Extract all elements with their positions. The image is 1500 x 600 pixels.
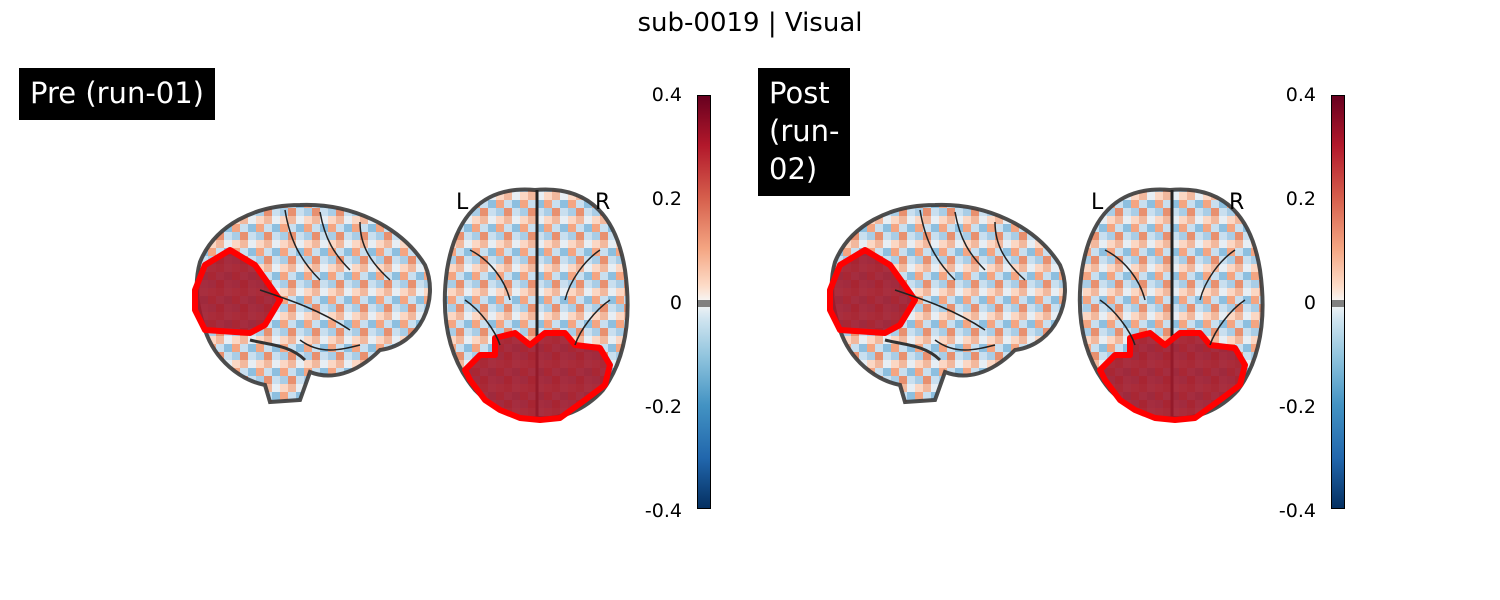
colorbar-pre-tick-neg0.2: -0.2	[644, 396, 682, 418]
panel-label-pre: Pre (run-01)	[19, 68, 215, 120]
panel-label-post: Post (run-02)	[758, 68, 851, 196]
colorbar-post-tick-neg0.4: -0.4	[1278, 500, 1316, 522]
colorbar-post-tick-0.2: 0.2	[1285, 188, 1316, 210]
orientation-left-pre: L	[456, 190, 469, 215]
orientation-right-post: R	[1229, 190, 1245, 215]
colorbar-pre-tick-neg0.4: -0.4	[644, 500, 682, 522]
colorbar-post-tick-0.4: 0.4	[1285, 84, 1316, 106]
panel-post: Post (run-02)	[0, 0, 851, 600]
panel-pre: Pre (run-01)	[0, 0, 735, 600]
colorbar-zero-band	[698, 300, 710, 307]
orientation-right-pre: R	[595, 190, 611, 215]
colorbar-pre-tick-0: 0	[669, 292, 682, 314]
colorbar-pre-tick-0.2: 0.2	[651, 188, 682, 210]
colorbar-post-tick-0: 0	[1303, 292, 1316, 314]
axial-view-pre	[445, 190, 628, 420]
colorbar-post	[1331, 95, 1345, 509]
sagittal-view-post	[830, 205, 1065, 402]
colorbar-pre	[697, 95, 711, 509]
colorbar-zero-band	[1332, 300, 1344, 307]
figure-title: sub-0019 | Visual	[637, 8, 863, 38]
colorbar-post-tick-neg0.2: -0.2	[1278, 396, 1316, 418]
axial-view-post	[1080, 190, 1263, 420]
sagittal-view-pre	[195, 205, 430, 402]
colorbar-pre-tick-0.4: 0.4	[651, 84, 682, 106]
orientation-left-post: L	[1091, 190, 1104, 215]
